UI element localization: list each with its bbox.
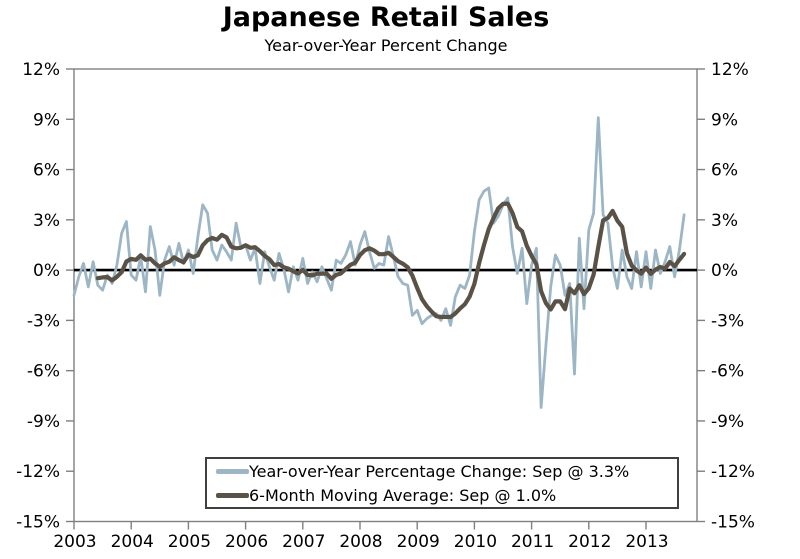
svg-text:2005: 2005: [168, 532, 211, 552]
svg-text:-12%: -12%: [16, 462, 60, 482]
svg-text:9%: 9%: [33, 110, 60, 130]
chart-subtitle: Year-over-Year Percent Change: [264, 36, 508, 55]
svg-text:3%: 3%: [711, 211, 738, 231]
chart-title: Japanese Retail Sales: [222, 2, 550, 33]
svg-text:2003: 2003: [53, 532, 96, 552]
svg-text:-12%: -12%: [711, 462, 755, 482]
svg-text:3%: 3%: [33, 211, 60, 231]
svg-text:9%: 9%: [711, 110, 738, 130]
svg-text:-6%: -6%: [711, 362, 744, 382]
legend-item-ma: 6-Month Moving Average: Sep @ 1.0%: [216, 483, 677, 507]
svg-text:2011: 2011: [511, 532, 554, 552]
svg-text:-6%: -6%: [27, 362, 60, 382]
svg-text:2009: 2009: [397, 532, 440, 552]
svg-text:6%: 6%: [711, 161, 738, 181]
yoy-line-swatch-icon: [216, 468, 249, 474]
legend-item-yoy: Year-over-Year Percentage Change: Sep @ …: [216, 459, 677, 483]
svg-text:0%: 0%: [33, 261, 60, 281]
legend-label-ma: 6-Month Moving Average: Sep @ 1.0%: [249, 485, 557, 505]
svg-text:12%: 12%: [22, 60, 60, 80]
svg-text:2010: 2010: [454, 532, 497, 552]
ma-line-swatch-icon: [216, 492, 249, 498]
svg-text:2006: 2006: [225, 532, 268, 552]
legend: Year-over-Year Percentage Change: Sep @ …: [205, 457, 679, 509]
legend-label-yoy: Year-over-Year Percentage Change: Sep @ …: [249, 461, 630, 481]
svg-text:-15%: -15%: [711, 513, 755, 533]
svg-text:2013: 2013: [625, 532, 668, 552]
svg-text:-3%: -3%: [711, 311, 744, 331]
svg-text:-15%: -15%: [16, 513, 60, 533]
svg-text:2008: 2008: [339, 532, 382, 552]
svg-text:-9%: -9%: [27, 412, 60, 432]
svg-text:2007: 2007: [282, 532, 325, 552]
svg-text:2012: 2012: [568, 532, 611, 552]
svg-text:6%: 6%: [33, 161, 60, 181]
svg-text:12%: 12%: [711, 60, 749, 80]
svg-text:-3%: -3%: [27, 311, 60, 331]
svg-text:-9%: -9%: [711, 412, 744, 432]
svg-text:0%: 0%: [711, 261, 738, 281]
svg-text:2004: 2004: [111, 532, 154, 552]
